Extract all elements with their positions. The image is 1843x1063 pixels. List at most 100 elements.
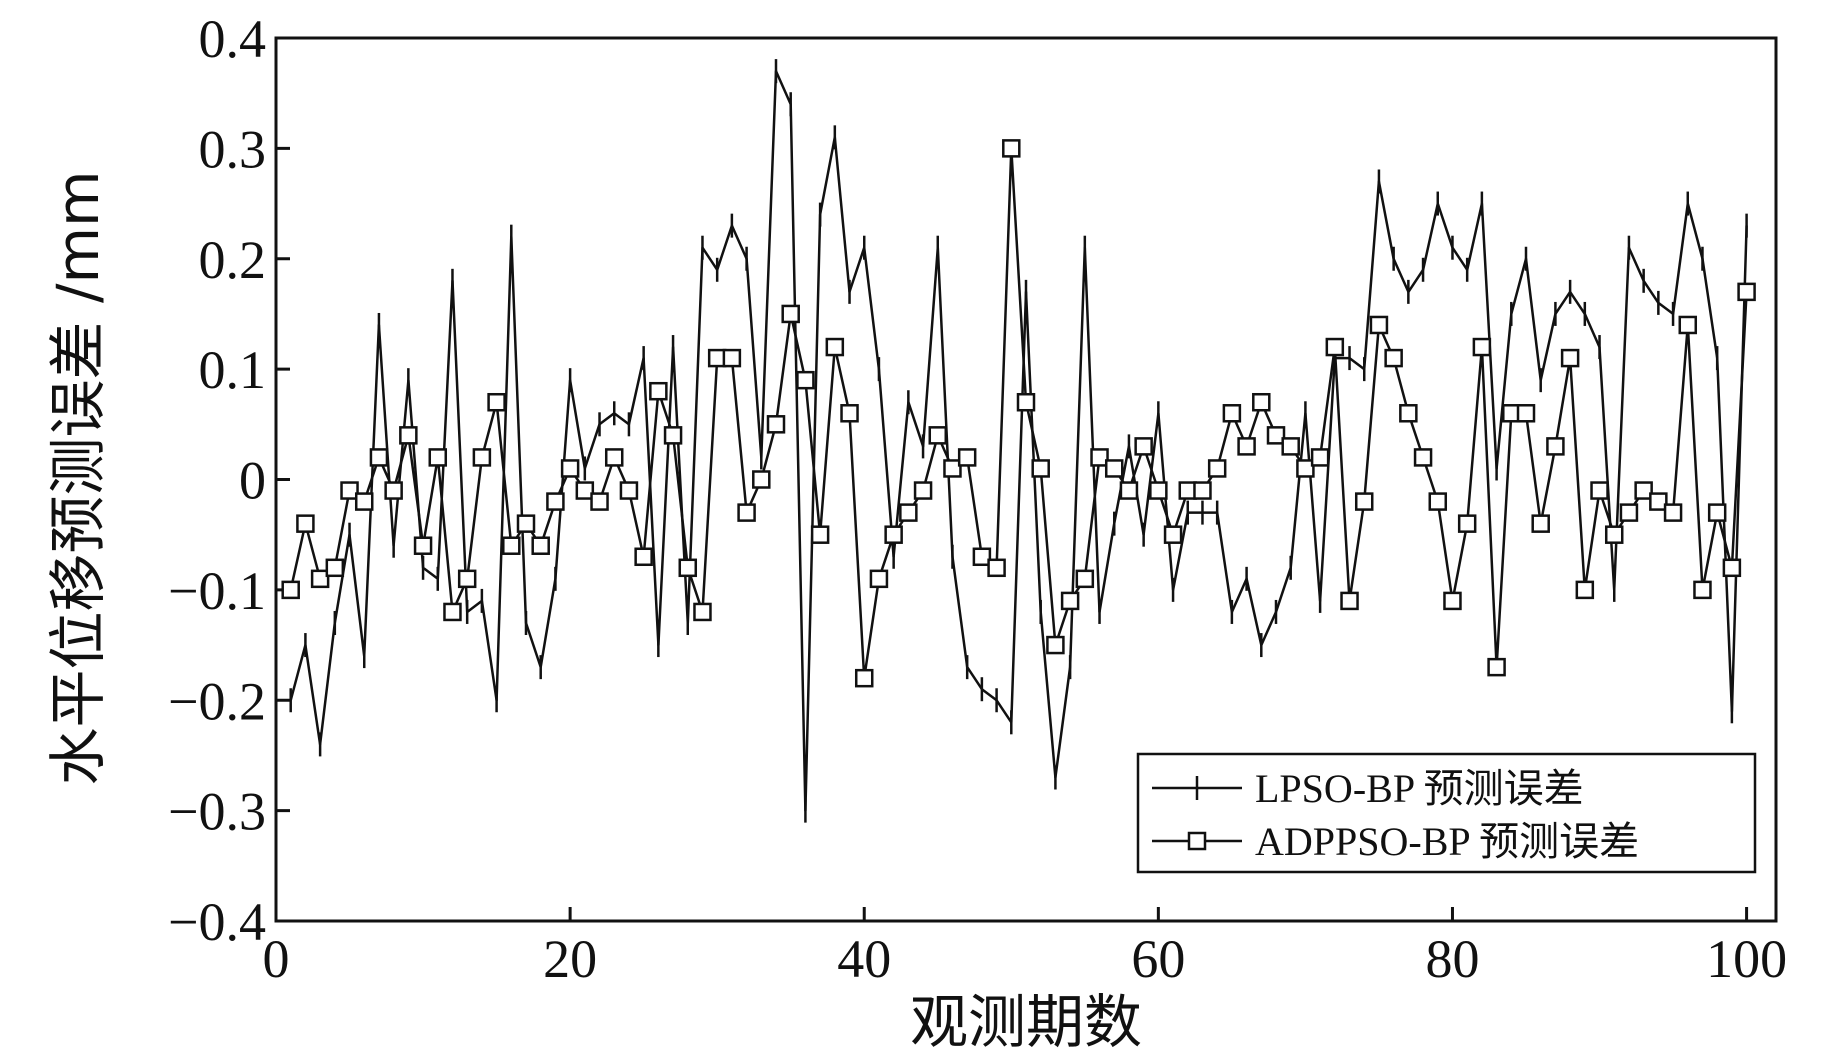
data-point-square <box>590 492 609 511</box>
data-point-square <box>1531 514 1550 533</box>
data-point-square <box>972 547 992 567</box>
data-point-square <box>634 547 653 567</box>
legend-entry-lpso: LPSO-BP 预测误差 <box>1152 766 1584 811</box>
series-adppso <box>281 139 1756 688</box>
y-tick-label: −0.3 <box>168 782 266 842</box>
y-tick-label: 0.3 <box>199 119 267 179</box>
data-point-square <box>604 448 624 467</box>
data-point-square <box>737 503 756 522</box>
data-point-square <box>1031 459 1050 478</box>
data-point-square <box>1134 437 1153 456</box>
data-point-square <box>575 481 595 500</box>
data-point-square <box>1428 492 1448 511</box>
data-point-square <box>1516 404 1536 423</box>
data-point-square <box>502 536 521 555</box>
y-tick-label: 0 <box>239 451 266 511</box>
data-point-square <box>1369 315 1389 335</box>
data-point-square <box>325 558 345 578</box>
x-tick-label: 80 <box>1425 929 1479 989</box>
data-point-square <box>913 481 933 500</box>
data-point-square <box>1649 492 1668 511</box>
data-point-square <box>987 558 1006 578</box>
data-point-square <box>1252 392 1271 412</box>
y-axis-title: 水平位移预测误差 /mm <box>44 171 112 786</box>
data-point-square <box>472 448 492 467</box>
y-tick-label: −0.1 <box>168 561 266 621</box>
data-point-square <box>1443 591 1462 611</box>
data-point-square <box>546 492 565 511</box>
data-point-square <box>619 481 639 500</box>
data-point-square <box>1002 139 1021 158</box>
data-point-square <box>1399 404 1418 423</box>
data-point-square <box>752 470 771 489</box>
data-point-square <box>1310 448 1330 467</box>
data-point-square <box>1222 404 1242 423</box>
data-point-square <box>1207 459 1227 478</box>
legend: LPSO-BP 预测误差 ADPPSO-BP 预测误差 <box>1136 752 1757 874</box>
data-point-square <box>854 668 874 688</box>
data-point-square <box>1016 392 1036 412</box>
data-point-square <box>1590 481 1609 500</box>
data-point-square <box>1619 503 1639 522</box>
data-point-square <box>663 426 683 445</box>
data-point-square <box>943 459 962 478</box>
data-point-square <box>1119 481 1139 500</box>
data-point-square <box>1149 481 1168 500</box>
data-point-square <box>1384 348 1403 368</box>
data-point-square <box>1678 315 1698 335</box>
data-point-square <box>693 602 712 622</box>
data-point-square <box>1604 525 1624 544</box>
data-point-square <box>1457 514 1477 533</box>
data-point-square <box>1472 337 1492 357</box>
data-point-square <box>1163 525 1183 544</box>
data-point-square <box>296 514 315 533</box>
data-point-square <box>796 370 815 390</box>
data-point-square <box>957 448 977 467</box>
data-point-square <box>1090 448 1109 467</box>
x-tick-label: 40 <box>837 929 891 989</box>
data-point-square <box>766 415 786 434</box>
data-point-square <box>1075 569 1095 589</box>
data-point-square <box>1560 348 1580 368</box>
data-point-square <box>1487 657 1506 677</box>
data-point-square <box>810 525 830 544</box>
data-point-square <box>1737 282 1756 302</box>
x-tick-label: 100 <box>1706 929 1787 989</box>
data-point-square <box>1325 337 1345 357</box>
data-point-square <box>1634 481 1653 500</box>
data-point-square <box>825 337 845 357</box>
x-tick-label: 60 <box>1131 929 1185 989</box>
data-point-square <box>1237 437 1256 456</box>
data-point-square <box>1296 459 1315 478</box>
ticks-layer: 0 20 40 60 80 100 0.4 0.3 0.2 0.1 0 −0.1 −0.2 −0.3 −0.… <box>168 9 1787 989</box>
data-point-square <box>1693 580 1712 600</box>
data-point-square <box>1266 426 1286 445</box>
data-point-square <box>516 514 536 533</box>
data-point-square <box>840 404 859 423</box>
data-point-square <box>649 381 668 401</box>
legend-box <box>1136 752 1757 874</box>
data-point-square <box>1707 503 1727 522</box>
legend-entry-adppso: ADPPSO-BP 预测误差 <box>1152 819 1639 864</box>
series-layer <box>281 59 1756 823</box>
data-point-square <box>928 426 948 445</box>
y-tick-label: 0.1 <box>199 340 267 400</box>
x-tick-label: 0 <box>263 929 290 989</box>
y-tick-label: −0.2 <box>168 671 266 731</box>
data-point-square <box>1354 492 1374 511</box>
data-point-square <box>443 602 462 622</box>
y-tick-label: 0.2 <box>199 230 267 290</box>
data-point-square <box>487 392 506 412</box>
data-point-square <box>1281 437 1300 456</box>
series-lpso <box>289 59 1748 823</box>
data-point-square <box>869 569 889 589</box>
data-point-square <box>884 525 903 544</box>
data-point-square <box>560 459 580 478</box>
data-point-square <box>1722 558 1742 578</box>
x-axis-title: 观测期数 <box>910 988 1142 1056</box>
data-point-square <box>457 569 477 589</box>
data-point-square <box>281 580 300 600</box>
legend-marker-square <box>1187 831 1207 851</box>
